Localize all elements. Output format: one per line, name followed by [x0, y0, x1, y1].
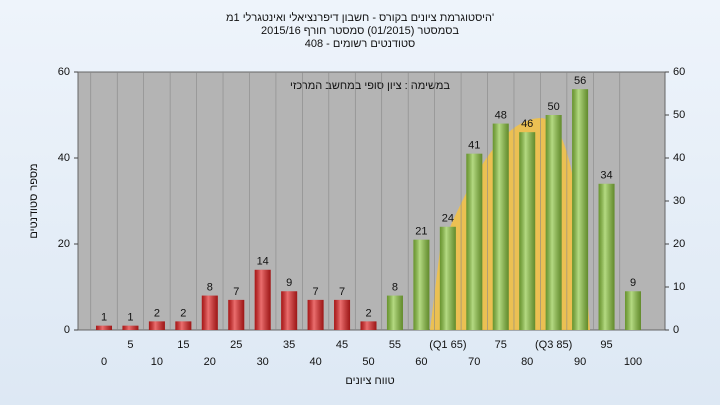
- x-tick-label: 50: [362, 356, 374, 368]
- y-tick-label: 40: [58, 152, 70, 164]
- x-tick-label: 95: [600, 339, 612, 351]
- value-label: 50: [548, 101, 560, 113]
- x-tick-label: 10: [151, 356, 163, 368]
- x-tick-label: 60: [415, 356, 427, 368]
- bar-shine: [254, 269, 271, 330]
- x-tick-label: 20: [204, 356, 216, 368]
- bar-shine: [122, 325, 139, 330]
- bar-shine: [96, 325, 112, 330]
- x-tick-label: 5: [127, 339, 133, 351]
- bar-shine: [334, 299, 351, 330]
- y2-tick-label: 30: [673, 195, 685, 207]
- value-label: 2: [365, 307, 371, 319]
- x-tick-label: 55: [389, 339, 401, 351]
- value-label: 2: [154, 307, 160, 319]
- y2-tick-label: 50: [673, 109, 685, 121]
- value-label: 7: [233, 286, 239, 298]
- bar-shine: [625, 291, 641, 330]
- y2-tick-label: 20: [673, 238, 685, 250]
- value-label: 34: [600, 170, 612, 182]
- bar-shine: [598, 183, 615, 330]
- bar-shine: [228, 299, 245, 330]
- x-tick-label: 0: [101, 356, 107, 368]
- y2-tick-label: 10: [673, 281, 685, 293]
- y-tick-label: 20: [58, 238, 70, 250]
- value-label: 2: [180, 307, 186, 319]
- annotation: במשימה : ציון סופי במחשב המרכזי: [290, 80, 450, 92]
- bar-shine: [439, 226, 456, 330]
- chart-title: היסטוגרמת ציונים בקורס - חשבון דיפרנציאל…: [226, 11, 494, 24]
- value-label: 21: [415, 226, 427, 238]
- bar-shine: [281, 291, 298, 330]
- subtitle: בסמסטר (01/2015) סמסטר חורף 2015/16: [261, 25, 459, 37]
- bar-shine: [386, 295, 403, 330]
- x-tick-label: (Q1 65): [429, 339, 466, 351]
- y-tick-label: 0: [64, 324, 70, 336]
- x-tick-label: 40: [309, 356, 321, 368]
- x-tick-label: 100: [624, 356, 642, 368]
- value-label: 8: [392, 282, 398, 294]
- bar-shine: [572, 89, 589, 330]
- bar-shine: [413, 239, 430, 330]
- value-label: 8: [207, 282, 213, 294]
- x-tick-label: 25: [230, 339, 242, 351]
- bar-shine: [175, 321, 192, 330]
- y-tick-label: 60: [58, 66, 70, 78]
- x-axis-label: טווח ציונים: [345, 375, 394, 387]
- value-label: 48: [495, 110, 507, 122]
- bar-shine: [519, 132, 536, 330]
- bar-shine: [201, 295, 218, 330]
- bar-shine: [545, 115, 562, 330]
- value-label: 46: [521, 118, 533, 130]
- x-tick-label: (Q3 85): [535, 339, 572, 351]
- bar-shine: [148, 321, 165, 330]
- value-label: 7: [313, 286, 319, 298]
- x-tick-label: 15: [177, 339, 189, 351]
- value-label: 24: [442, 213, 454, 225]
- value-label: 1: [101, 312, 107, 324]
- x-tick-label: 70: [468, 356, 480, 368]
- x-tick-label: 35: [283, 339, 295, 351]
- bar-shine: [492, 123, 509, 330]
- value-label: 1: [127, 312, 133, 324]
- y2-tick-label: 0: [673, 324, 679, 336]
- bar-shine: [360, 321, 377, 330]
- x-tick-label: 80: [521, 356, 533, 368]
- y2-tick-label: 40: [673, 152, 685, 164]
- y-axis-label: מספר סטודנטים: [28, 163, 40, 238]
- value-label: 7: [339, 286, 345, 298]
- x-tick-label: 45: [336, 339, 348, 351]
- x-tick-label: 30: [257, 356, 269, 368]
- bar-shine: [307, 299, 324, 330]
- value-label: 9: [286, 277, 292, 289]
- subtitle: סטודנטים רשומים - 408: [305, 38, 416, 50]
- y2-tick-label: 60: [673, 66, 685, 78]
- value-label: 14: [257, 256, 269, 268]
- x-tick-label: 90: [574, 356, 586, 368]
- value-label: 41: [468, 140, 480, 152]
- x-tick-label: 75: [495, 339, 507, 351]
- value-label: 56: [574, 75, 586, 87]
- bar-shine: [466, 153, 483, 330]
- value-label: 9: [630, 277, 636, 289]
